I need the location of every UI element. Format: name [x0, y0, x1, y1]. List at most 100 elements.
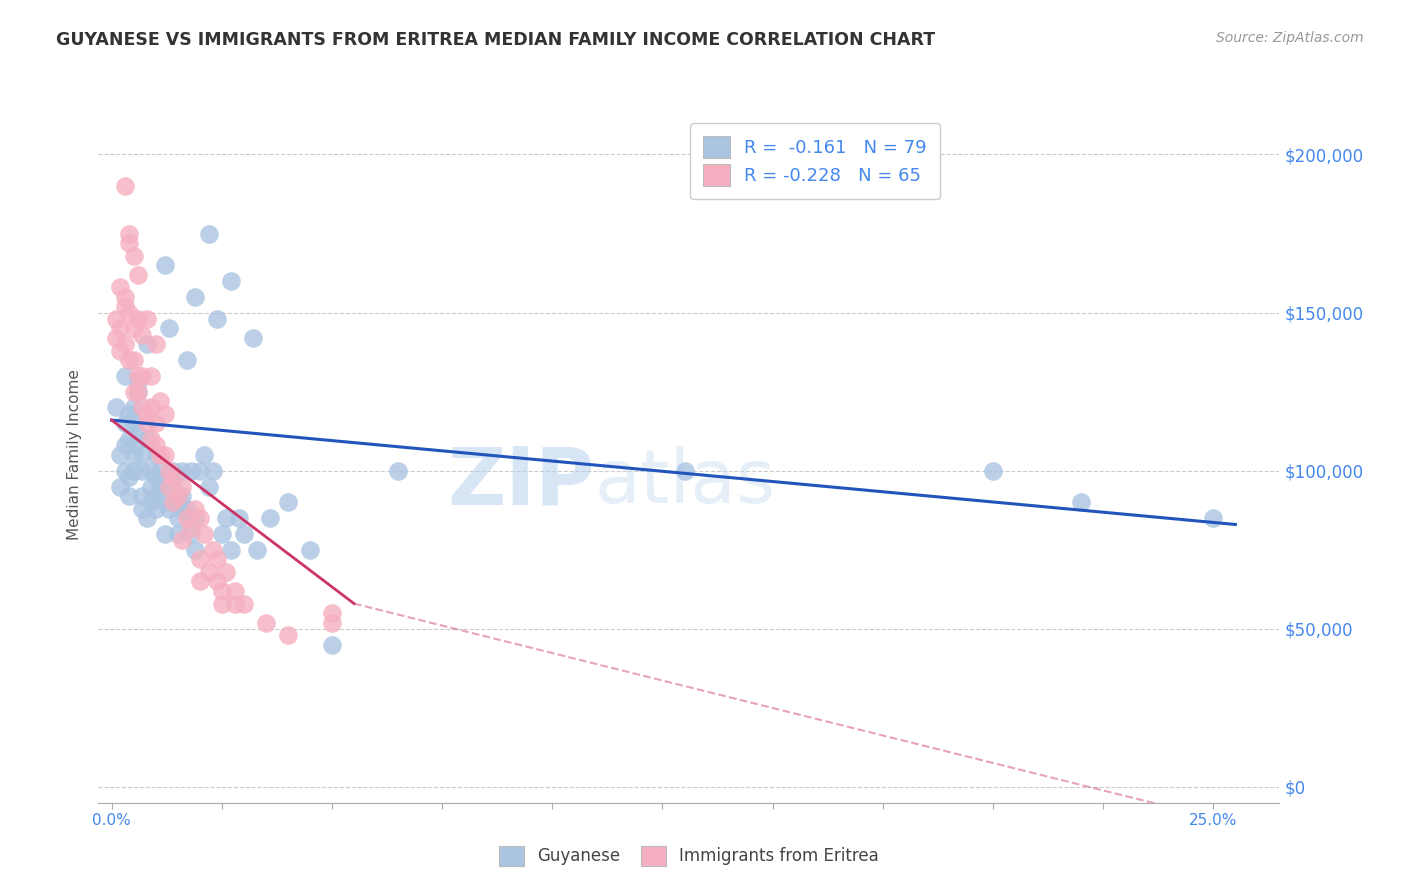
Text: GUYANESE VS IMMIGRANTS FROM ERITREA MEDIAN FAMILY INCOME CORRELATION CHART: GUYANESE VS IMMIGRANTS FROM ERITREA MEDI…: [56, 31, 935, 49]
Point: [180, 521, 202, 535]
Point: [153, 527, 176, 541]
Point: [118, 407, 141, 421]
Point: [207, 312, 229, 326]
Point: [162, 479, 184, 493]
Point: [224, 583, 246, 598]
Point: [110, 343, 132, 358]
Point: [219, 274, 242, 288]
Point: [110, 321, 132, 335]
Point: [157, 464, 180, 478]
Point: [114, 464, 136, 478]
Point: [118, 353, 141, 368]
Point: [172, 533, 194, 548]
Text: atlas: atlas: [595, 446, 776, 519]
Point: [127, 268, 149, 282]
Point: [197, 565, 219, 579]
Point: [201, 464, 224, 478]
Point: [118, 432, 141, 446]
Point: [118, 489, 141, 503]
Point: [145, 438, 167, 452]
Point: [188, 552, 211, 566]
Point: [184, 501, 207, 516]
Point: [105, 312, 128, 326]
Point: [145, 470, 167, 484]
Point: [207, 574, 229, 589]
Point: [118, 470, 141, 484]
Point: [131, 464, 153, 478]
Text: Source: ZipAtlas.com: Source: ZipAtlas.com: [1216, 31, 1364, 45]
Point: [321, 606, 343, 620]
Point: [166, 495, 188, 509]
Text: ZIP: ZIP: [447, 443, 595, 522]
Point: [145, 489, 167, 503]
Point: [131, 401, 153, 415]
Point: [127, 312, 149, 326]
Point: [127, 425, 149, 440]
Point: [188, 511, 211, 525]
Point: [197, 227, 219, 241]
Point: [131, 448, 153, 462]
Point: [127, 384, 149, 399]
Point: [232, 597, 254, 611]
Point: [162, 495, 184, 509]
Point: [162, 464, 184, 478]
Point: [131, 501, 153, 516]
Point: [131, 368, 153, 383]
Point: [153, 258, 176, 272]
Point: [180, 527, 202, 541]
Point: [211, 597, 233, 611]
Point: [141, 464, 163, 478]
Point: [172, 479, 194, 493]
Point: [188, 464, 211, 478]
Point: [246, 542, 269, 557]
Point: [118, 305, 141, 319]
Point: [981, 464, 1004, 478]
Point: [110, 479, 132, 493]
Point: [145, 501, 167, 516]
Point: [184, 511, 207, 525]
Y-axis label: Median Family Income: Median Family Income: [67, 369, 83, 541]
Point: [149, 394, 172, 409]
Point: [135, 432, 157, 446]
Point: [184, 542, 207, 557]
Point: [141, 479, 163, 493]
Point: [254, 615, 277, 630]
Point: [172, 489, 194, 503]
Point: [172, 501, 194, 516]
Legend: Guyanese, Immigrants from Eritrea: Guyanese, Immigrants from Eritrea: [491, 838, 887, 874]
Point: [298, 542, 321, 557]
Point: [157, 321, 180, 335]
Point: [141, 432, 163, 446]
Point: [127, 375, 149, 389]
Point: [176, 511, 198, 525]
Point: [153, 479, 176, 493]
Point: [1070, 495, 1092, 509]
Point: [166, 489, 188, 503]
Point: [135, 337, 157, 351]
Point: [149, 479, 172, 493]
Point: [242, 331, 264, 345]
Point: [211, 527, 233, 541]
Point: [149, 448, 172, 462]
Point: [153, 407, 176, 421]
Point: [277, 495, 299, 509]
Point: [157, 501, 180, 516]
Point: [145, 448, 167, 462]
Point: [197, 479, 219, 493]
Point: [122, 249, 145, 263]
Point: [219, 542, 242, 557]
Point: [207, 552, 229, 566]
Point: [157, 479, 180, 493]
Point: [131, 489, 153, 503]
Point: [259, 511, 281, 525]
Point: [1202, 511, 1225, 525]
Point: [176, 501, 198, 516]
Point: [673, 464, 696, 478]
Point: [131, 327, 153, 342]
Point: [188, 574, 211, 589]
Point: [172, 464, 194, 478]
Point: [110, 448, 132, 462]
Point: [153, 448, 176, 462]
Point: [122, 353, 145, 368]
Point: [215, 511, 238, 525]
